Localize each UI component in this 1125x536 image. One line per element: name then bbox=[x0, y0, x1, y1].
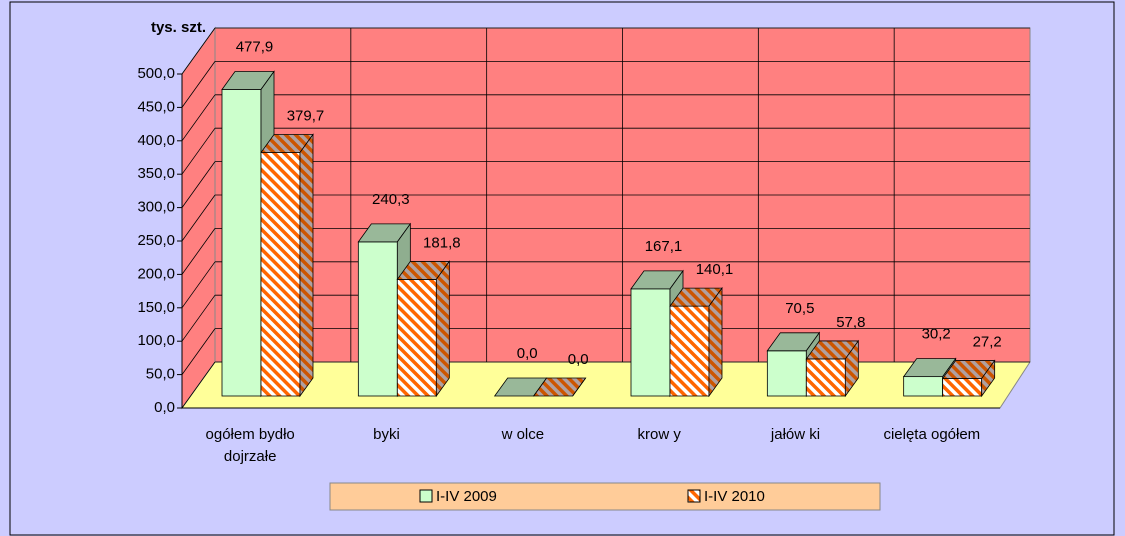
bar-side bbox=[435, 260, 450, 398]
grid-line bbox=[181, 61, 216, 108]
grid-line bbox=[181, 361, 216, 409]
grid-line bbox=[181, 194, 216, 242]
y-tick-label: 450,0 bbox=[137, 98, 175, 115]
value-label: 181,8 bbox=[423, 234, 461, 251]
grid-line bbox=[181, 161, 216, 208]
legend-swatch bbox=[687, 489, 701, 503]
x-tick-label: jałów ki bbox=[770, 426, 821, 443]
bar-front bbox=[630, 288, 671, 397]
x-tick-label: krow y bbox=[637, 426, 681, 443]
bar-side bbox=[572, 377, 586, 397]
bar bbox=[396, 260, 451, 398]
bar bbox=[260, 133, 314, 398]
x-tick-label: byki bbox=[373, 426, 400, 443]
y-tick-label: 500,0 bbox=[137, 65, 175, 82]
value-label: 240,3 bbox=[372, 191, 410, 208]
y-axis-label: tys. szt. bbox=[151, 19, 206, 36]
value-label: 27,2 bbox=[973, 334, 1002, 351]
bar-side bbox=[981, 359, 996, 398]
bar bbox=[805, 339, 860, 398]
bar-front bbox=[357, 241, 398, 397]
bar-front bbox=[903, 376, 944, 397]
grid-line bbox=[181, 27, 216, 75]
bar bbox=[532, 377, 587, 397]
bar-side bbox=[299, 133, 314, 398]
value-label: 30,2 bbox=[922, 326, 951, 343]
bar-front bbox=[942, 378, 983, 397]
y-tick-label: 100,0 bbox=[137, 332, 175, 349]
bar-front bbox=[805, 358, 846, 397]
legend-label: I-IV 2009 bbox=[436, 488, 497, 505]
value-label: 140,1 bbox=[696, 261, 734, 278]
bar-front bbox=[669, 305, 710, 397]
y-tick-label: 0,0 bbox=[154, 399, 175, 416]
y-tick-label: 150,0 bbox=[137, 299, 175, 316]
legend-label: I-IV 2010 bbox=[704, 488, 765, 505]
bar-front bbox=[396, 279, 437, 397]
bar-front bbox=[260, 152, 301, 397]
grid-line bbox=[181, 328, 216, 375]
y-tick-label: 200,0 bbox=[137, 265, 175, 282]
value-label: 0,0 bbox=[568, 351, 589, 368]
value-label: 70,5 bbox=[785, 300, 814, 317]
y-tick-label: 400,0 bbox=[137, 132, 175, 149]
value-label: 0,0 bbox=[517, 345, 538, 362]
legend-swatch bbox=[419, 489, 433, 503]
grid-line bbox=[181, 228, 216, 275]
value-label: 379,7 bbox=[287, 107, 325, 124]
grid-line bbox=[181, 261, 216, 309]
grid-line bbox=[181, 94, 216, 142]
y-tick-label: 250,0 bbox=[137, 232, 175, 249]
value-label: 477,9 bbox=[236, 39, 274, 56]
x-tick-label: w olce bbox=[501, 426, 545, 443]
value-label: 57,8 bbox=[836, 314, 865, 331]
bar bbox=[669, 286, 723, 398]
x-tick-label: ogółem bydło dojrzałe bbox=[205, 426, 295, 465]
bar bbox=[941, 359, 996, 398]
legend bbox=[329, 482, 881, 511]
bar-front bbox=[221, 89, 262, 397]
y-tick-label: 50,0 bbox=[146, 366, 175, 383]
y-tick-label: 300,0 bbox=[137, 199, 175, 216]
grid-line bbox=[181, 127, 216, 175]
grid-line bbox=[181, 294, 216, 342]
value-label: 167,1 bbox=[645, 238, 683, 255]
y-tick-label: 350,0 bbox=[137, 165, 175, 182]
bar-side bbox=[844, 339, 859, 398]
bar-side bbox=[708, 286, 723, 398]
x-tick-label: cielęta ogółem bbox=[883, 426, 981, 443]
bar-front bbox=[766, 350, 807, 397]
frame bbox=[9, 1, 1115, 536]
